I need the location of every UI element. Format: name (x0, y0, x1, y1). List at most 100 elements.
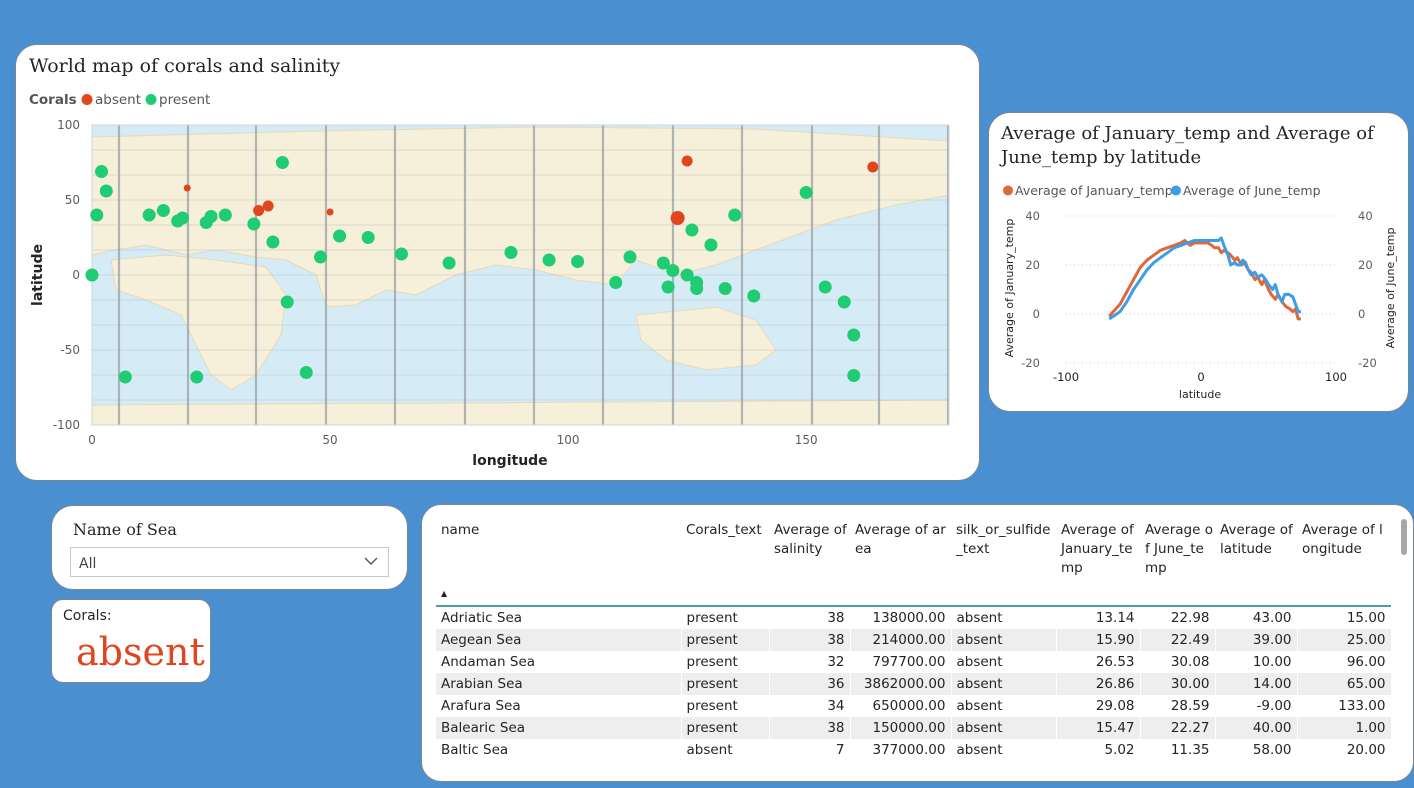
line-y-tick-label-right: -20 (1358, 356, 1377, 370)
table-cell: 797700.00 (850, 651, 952, 673)
table-row[interactable]: Arafura Sea present 34 650000.00 absent 29.08… (436, 695, 1391, 717)
january-temp-line[interactable] (1108, 239, 1301, 321)
map-point-present[interactable] (747, 289, 761, 303)
map-point-present[interactable] (718, 282, 732, 295)
column-header[interactable]: Average of longitude (1297, 515, 1391, 606)
map-point-present[interactable] (685, 223, 699, 237)
legend-present-marker (145, 94, 157, 105)
table-row[interactable]: Adriatic Sea present 38 138000.00 absent 13.1… (436, 606, 1391, 629)
map-point-absent[interactable] (262, 200, 274, 212)
map-point-present[interactable] (99, 184, 113, 198)
line-chart[interactable]: Average of January_temp Average of June_… (989, 113, 1409, 412)
map-point-present[interactable] (314, 250, 328, 264)
map-point-present[interactable] (656, 256, 670, 270)
map-point-present[interactable] (847, 328, 861, 342)
map-point-present[interactable] (266, 235, 280, 249)
map-point-present[interactable] (90, 208, 104, 222)
map-point-absent[interactable] (253, 205, 265, 216)
map-point-present[interactable] (818, 280, 832, 294)
sea-dropdown[interactable]: All (70, 547, 389, 577)
line-legend[interactable]: Average of January_temp Average of June_… (1003, 183, 1321, 198)
map-point-present[interactable] (299, 366, 313, 379)
table-row[interactable]: Andaman Sea present 32 797700.00 absent 26.53… (436, 651, 1391, 673)
table-cell: 26.86 (1056, 673, 1141, 695)
table-cell: 36 (769, 673, 851, 695)
map-point-present[interactable] (680, 268, 694, 282)
column-header-label: silk_or_sulfide_text (956, 522, 1051, 557)
table-row[interactable]: Balearic Sea present 38 150000.00 absent 15.4… (436, 717, 1391, 739)
temperature-line-card[interactable]: Average of January_temp and Average of J… (988, 112, 1409, 412)
map-point-absent[interactable] (670, 211, 685, 225)
column-header[interactable]: silk_or_sulfide_text (951, 515, 1056, 606)
map-point-present[interactable] (204, 210, 218, 223)
map-point-absent[interactable] (326, 208, 334, 216)
map-point-present[interactable] (799, 186, 813, 199)
table-scrollbar[interactable] (1401, 519, 1407, 555)
map-point-present[interactable] (609, 276, 623, 289)
table-row[interactable]: Baltic Sea absent 7 377000.00 absent 5.02 11.3… (436, 739, 1391, 761)
world-map-card[interactable]: World map of corals and salinity Corals … (15, 44, 980, 481)
map-point-present[interactable] (661, 280, 675, 294)
map-point-present[interactable] (118, 370, 132, 384)
map-point-present[interactable] (690, 282, 704, 295)
map-point-present[interactable] (542, 253, 556, 267)
map-point-present[interactable] (666, 264, 680, 277)
map-y-tick-label: 0 (72, 268, 80, 282)
map-point-present[interactable] (728, 208, 742, 222)
seas-table-card[interactable]: name ▲ Corals_text Average of salinity Avera… (421, 504, 1414, 782)
line-series[interactable] (1108, 236, 1301, 321)
map-point-absent[interactable] (867, 161, 879, 173)
table-cell: absent (951, 606, 1057, 629)
map-point-present[interactable] (175, 211, 189, 225)
column-header[interactable]: Average of June_temp (1140, 515, 1215, 606)
table-cell: 32 (769, 651, 851, 673)
sort-ascending-icon[interactable]: ▲ (441, 589, 448, 598)
map-point-present[interactable] (394, 247, 408, 261)
map-point-present[interactable] (361, 231, 375, 244)
map-point-present[interactable] (837, 295, 851, 309)
map-point-present[interactable] (156, 204, 170, 217)
map-point-present[interactable] (571, 255, 585, 268)
table-cell: 43.00 (1215, 606, 1298, 629)
map-point-absent[interactable] (681, 155, 693, 167)
column-header[interactable]: name ▲ (436, 515, 681, 606)
chevron-down-icon[interactable] (364, 554, 378, 568)
map-legend[interactable]: Corals absent present (29, 92, 210, 108)
column-header[interactable]: Average of salinity (769, 515, 850, 606)
map-point-present[interactable] (847, 369, 861, 382)
table-cell: present (681, 695, 770, 717)
map-point-present[interactable] (704, 238, 718, 252)
map-point-present[interactable] (247, 217, 261, 231)
sea-slicer-card[interactable]: Name of Sea All (51, 505, 408, 590)
line-y-tick-label-right: 40 (1358, 209, 1373, 223)
column-header[interactable]: Average of January_temp (1056, 515, 1140, 606)
map-point-absent[interactable] (183, 184, 191, 192)
map-point-present[interactable] (623, 250, 637, 264)
map-point-present[interactable] (275, 156, 289, 169)
column-header-label: Corals_text (686, 522, 762, 538)
map-point-present[interactable] (190, 370, 204, 384)
table-cell: present (681, 606, 770, 629)
map-point-present[interactable] (504, 246, 518, 259)
column-header[interactable]: Corals_text (681, 515, 769, 606)
map-points[interactable] (85, 155, 879, 384)
line-y-tick-label-right: 20 (1358, 258, 1373, 272)
column-header-label: Average of area (855, 522, 946, 557)
map-point-present[interactable] (333, 229, 347, 243)
map-point-present[interactable] (280, 295, 294, 309)
column-header[interactable]: Average of latitude (1215, 515, 1297, 606)
map-point-present[interactable] (218, 208, 232, 222)
map-point-present[interactable] (85, 268, 99, 282)
map-point-present[interactable] (442, 256, 456, 270)
legend-january-label: Average of January_temp (1015, 183, 1173, 198)
table-row[interactable]: Arabian Sea present 36 3862000.00 absent 26.8… (436, 673, 1391, 695)
table-cell: present (681, 673, 770, 695)
june-temp-line[interactable] (1108, 236, 1301, 321)
column-header[interactable]: Average of area (850, 515, 951, 606)
table-cell: 22.98 (1140, 606, 1216, 629)
seas-table[interactable]: name ▲ Corals_text Average of salinity Avera… (436, 515, 1391, 769)
table-row[interactable]: Aegean Sea present 38 214000.00 absent 15.90 2… (436, 629, 1391, 651)
map-point-present[interactable] (95, 165, 109, 178)
map-point-present[interactable] (142, 208, 156, 222)
